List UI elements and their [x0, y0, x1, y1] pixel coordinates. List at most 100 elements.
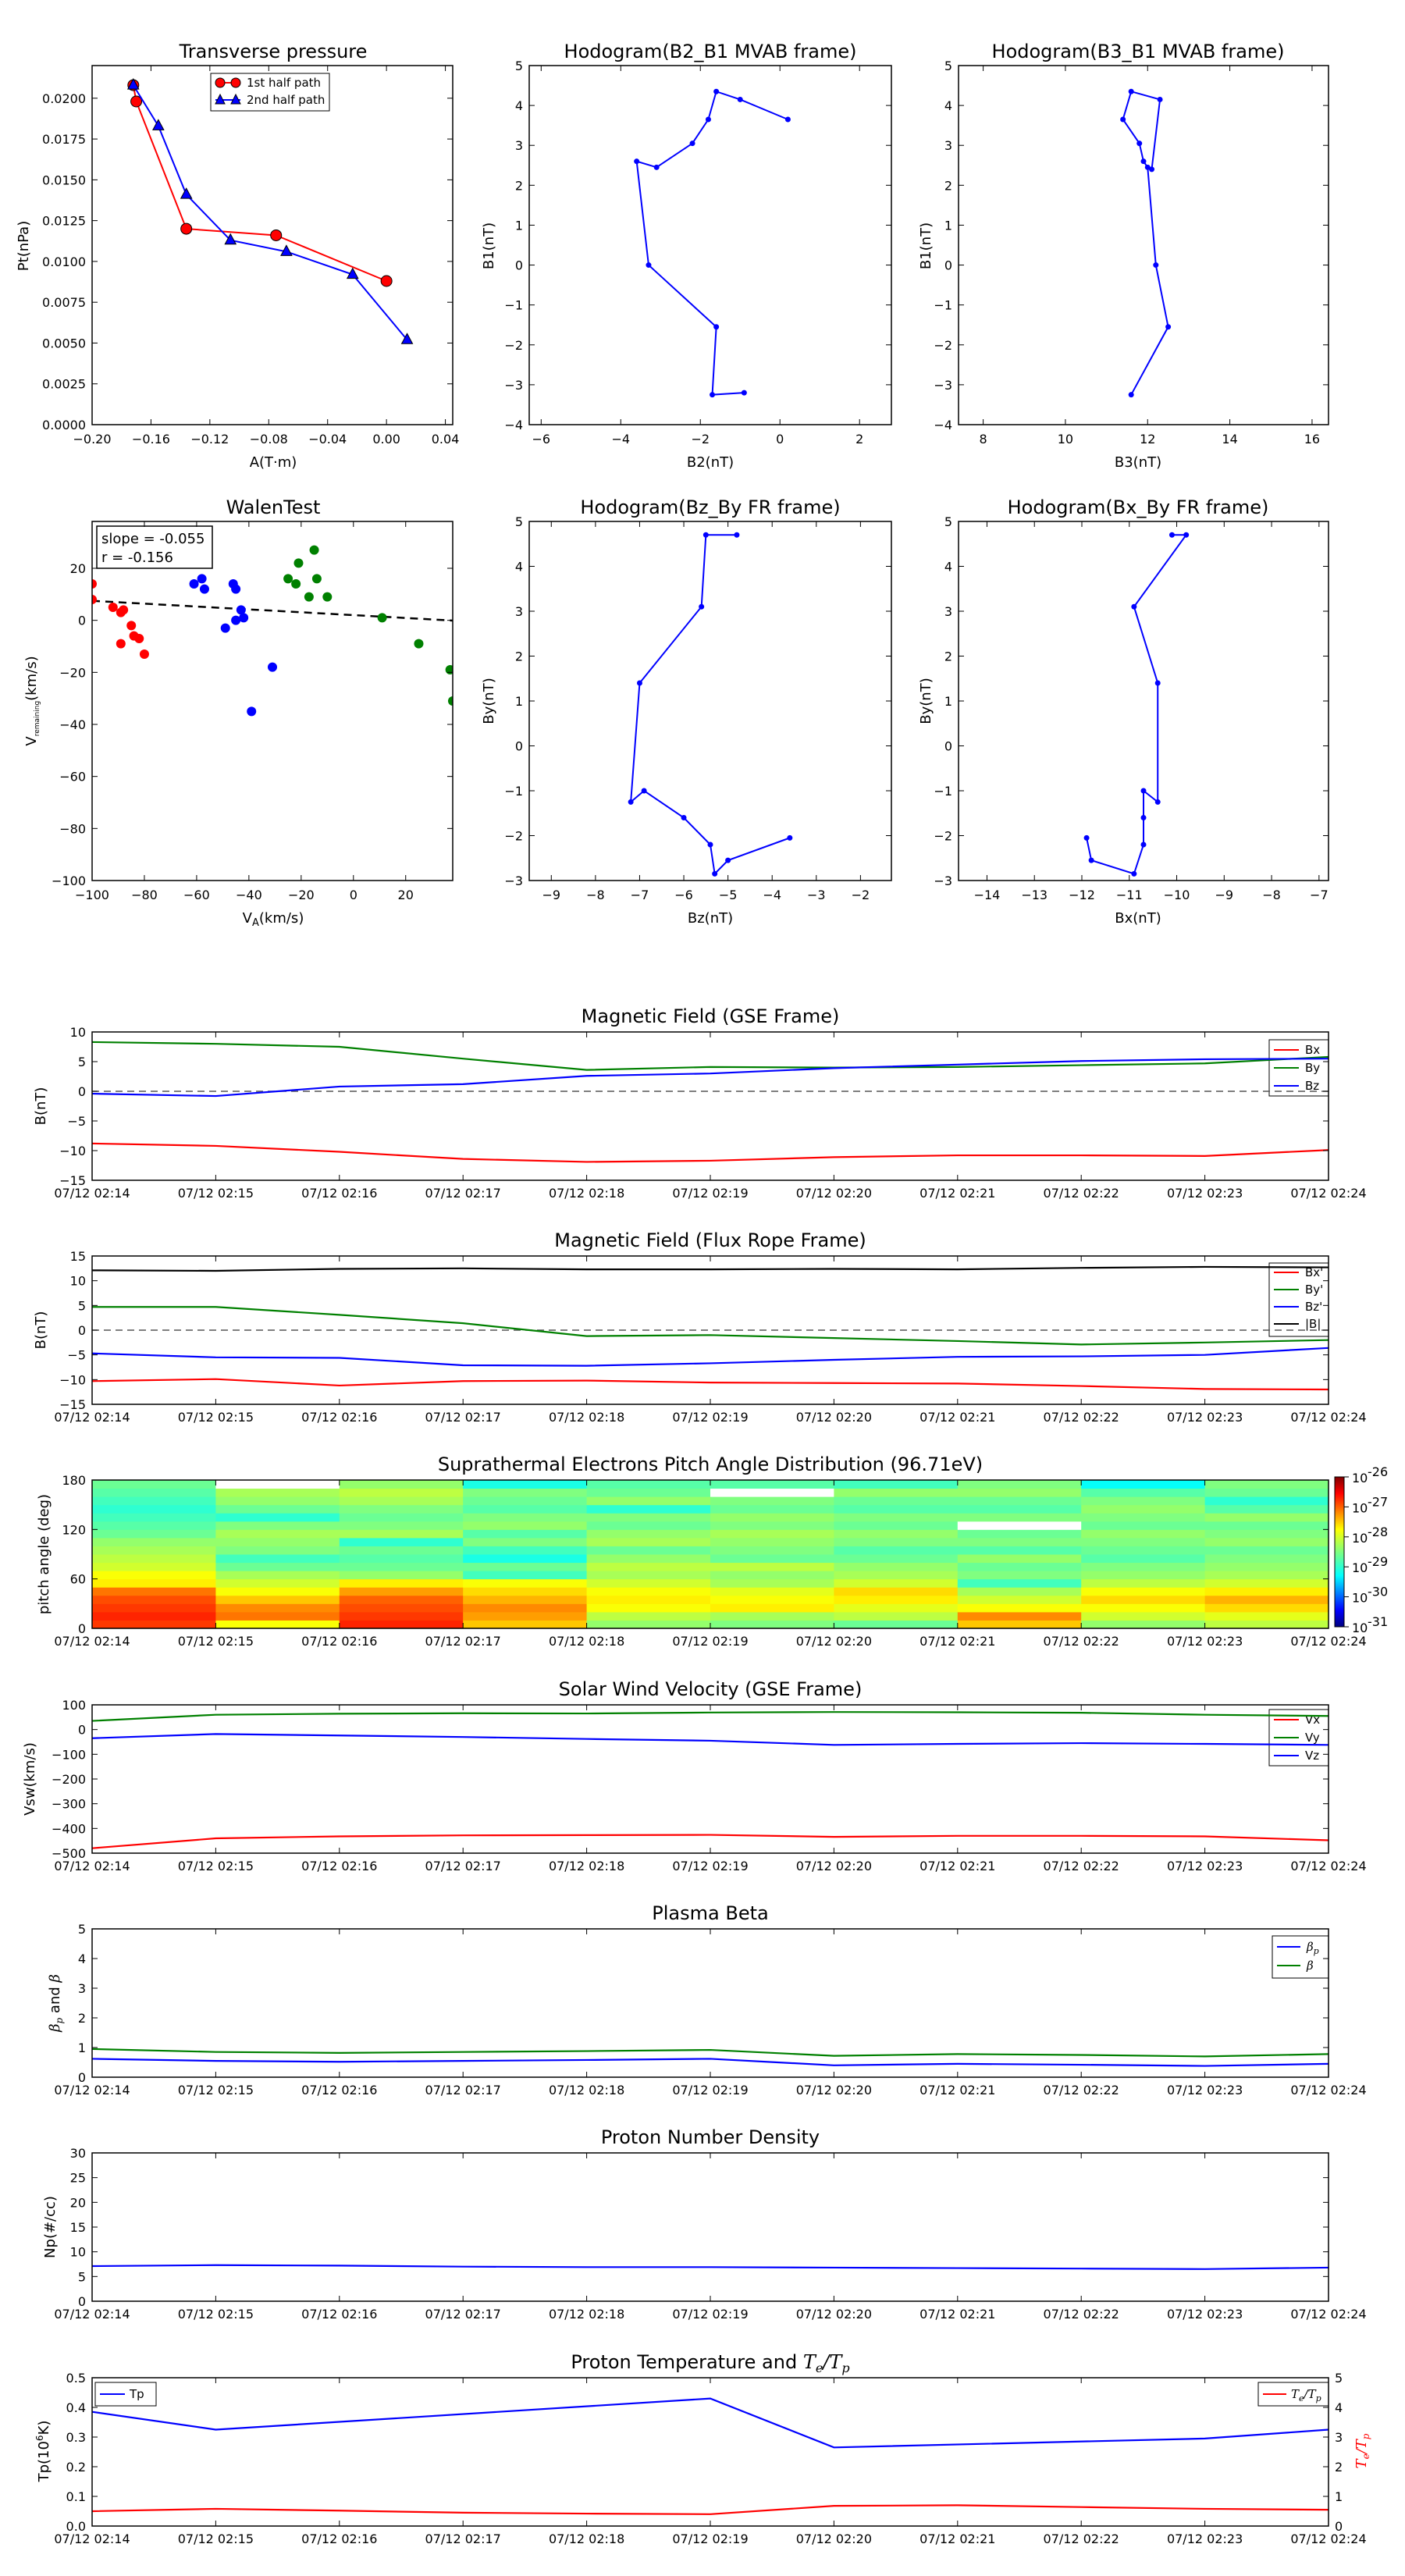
np-ytick-label: 15	[70, 2220, 86, 2235]
pad-cell	[1204, 1554, 1329, 1564]
pad-cell	[957, 1521, 1082, 1530]
mffr-ylabel: B(nT)	[33, 1311, 49, 1350]
pad-cell	[1081, 1595, 1206, 1604]
pad-cell	[1204, 1587, 1329, 1596]
sw-series-2-line	[91, 1733, 1329, 1746]
pad-cell	[463, 1496, 588, 1506]
beta-ytick-label: 1	[78, 2041, 86, 2055]
beta-xtick-label: 07/12 02:16	[301, 2083, 377, 2097]
pad-cell	[339, 1562, 464, 1571]
mfgse-legend-bx: Bx	[1305, 1043, 1320, 1057]
tpt-xtick-label: 07/12 02:14	[54, 2532, 130, 2546]
pad-cell	[586, 1562, 711, 1571]
pad-cell	[957, 1562, 1082, 1571]
beta-series-0-line	[91, 2058, 1329, 2067]
pad-cell	[215, 1537, 340, 1546]
mfgse-xtick-label: 07/12 02:23	[1167, 1186, 1243, 1201]
pad-cell	[215, 1546, 340, 1555]
pad-cell	[710, 1529, 834, 1539]
h4-ytick-label: −3	[934, 873, 952, 888]
pad-cell	[339, 1529, 464, 1539]
pad-cell	[586, 1595, 711, 1604]
h1-ytick-label: −3	[504, 378, 523, 393]
pad-cell	[1204, 1521, 1329, 1530]
h1-ytick-label: −1	[504, 298, 523, 313]
pad-xtick-label: 07/12 02:14	[54, 1634, 130, 1649]
pad-cell	[463, 1513, 588, 1522]
pad-cell	[215, 1529, 340, 1539]
pad-cell	[339, 1595, 464, 1604]
wt-ytick-label: −60	[59, 770, 86, 785]
beta-ytick-label: 5	[78, 1922, 86, 1937]
beta-series-1-line	[91, 2048, 1329, 2058]
pad-cell	[1204, 1504, 1329, 1514]
sw-xtick-label: 07/12 02:17	[425, 1859, 501, 1873]
h1-xtick-label: −4	[611, 432, 630, 447]
wt-point	[126, 621, 137, 631]
h4-xtick-label: −12	[1069, 888, 1095, 902]
pad-colorbar-tick-exponent: -27	[1368, 1494, 1388, 1509]
pad-cell	[1204, 1562, 1329, 1571]
h3-ylabel: By(nT)	[481, 678, 497, 724]
mffr-xtick-label: 07/12 02:23	[1167, 1410, 1243, 1425]
h2-xtick-label: 16	[1304, 432, 1320, 447]
h2-ytick-label: 2	[944, 178, 952, 193]
h3-ytick-label: 3	[515, 604, 523, 619]
pad-cell	[710, 1521, 834, 1530]
pad-cell	[1204, 1496, 1329, 1506]
pad-cell	[339, 1620, 464, 1629]
h4-xlabel: Bx(nT)	[1115, 910, 1161, 927]
tp-xtick-label: −0.12	[190, 432, 229, 447]
sw-title: Solar Wind Velocity (GSE Frame)	[559, 1678, 863, 1700]
tp-ylabel: Pt(nPa)	[16, 221, 32, 271]
pad-cell	[92, 1521, 216, 1530]
np-series-0-line	[91, 2264, 1329, 2270]
pad-xtick-label: 07/12 02:18	[549, 1634, 624, 1649]
pad-colorbar-tick-exponent: -29	[1368, 1554, 1388, 1569]
tp-point	[152, 119, 165, 130]
pad-cell	[834, 1546, 959, 1555]
mffr-legend-bz: Bz'	[1305, 1300, 1322, 1314]
h3-point	[699, 603, 705, 610]
tpt-xtick-label: 07/12 02:21	[919, 2532, 995, 2546]
mfgse-xtick-label: 07/12 02:16	[301, 1186, 377, 1201]
wt-point	[377, 613, 387, 623]
pad-cell	[710, 1537, 834, 1546]
wt-point	[134, 634, 144, 643]
tp-ytick-label: 0.0100	[42, 254, 86, 269]
pad-cell	[957, 1488, 1082, 1497]
pad-cell	[463, 1554, 588, 1564]
wt-point	[293, 558, 304, 568]
beta-ytick-label: 4	[78, 1952, 86, 1966]
pad-cell	[834, 1488, 959, 1497]
h2-ytick-label: −3	[934, 378, 952, 393]
tp-point	[380, 275, 393, 287]
pad-cell	[339, 1488, 464, 1497]
sw-xtick-label: 07/12 02:23	[1167, 1859, 1243, 1873]
np-xtick-label: 07/12 02:20	[796, 2307, 872, 2322]
pad-cell	[957, 1480, 1082, 1489]
sw-xtick-label: 07/12 02:22	[1044, 1859, 1119, 1873]
tp-legend-label-1: 1st half path	[247, 76, 321, 90]
mffr-legend-bx: Bx'	[1305, 1265, 1323, 1279]
tpt-xtick-label: 07/12 02:15	[178, 2532, 254, 2546]
pad-cell	[586, 1554, 711, 1564]
h2-ytick-label: 4	[944, 98, 952, 113]
h3-point	[734, 532, 740, 538]
h2-point	[1128, 88, 1134, 94]
tpt-ytick-label: 0.2	[66, 2460, 86, 2475]
pad-cell	[710, 1562, 834, 1571]
h1-point	[705, 116, 711, 123]
tpt-ytick-label: 0.1	[66, 2489, 86, 2504]
pad-xtick-label: 07/12 02:23	[1167, 1634, 1243, 1649]
tpt-ytick-label: 0.0	[66, 2519, 86, 2534]
h3-ytick-label: −1	[504, 784, 523, 799]
np-xtick-label: 07/12 02:21	[919, 2307, 995, 2322]
wt-point	[283, 574, 293, 584]
tp-xtick-label: −0.20	[73, 432, 111, 447]
mffr-legend-b: |B|	[1305, 1317, 1321, 1331]
pad-cell	[339, 1537, 464, 1546]
h1-frame	[528, 65, 892, 425]
